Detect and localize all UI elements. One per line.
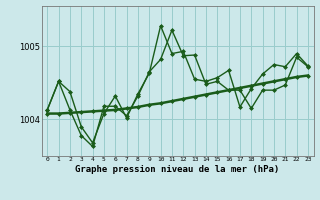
X-axis label: Graphe pression niveau de la mer (hPa): Graphe pression niveau de la mer (hPa)	[76, 165, 280, 174]
